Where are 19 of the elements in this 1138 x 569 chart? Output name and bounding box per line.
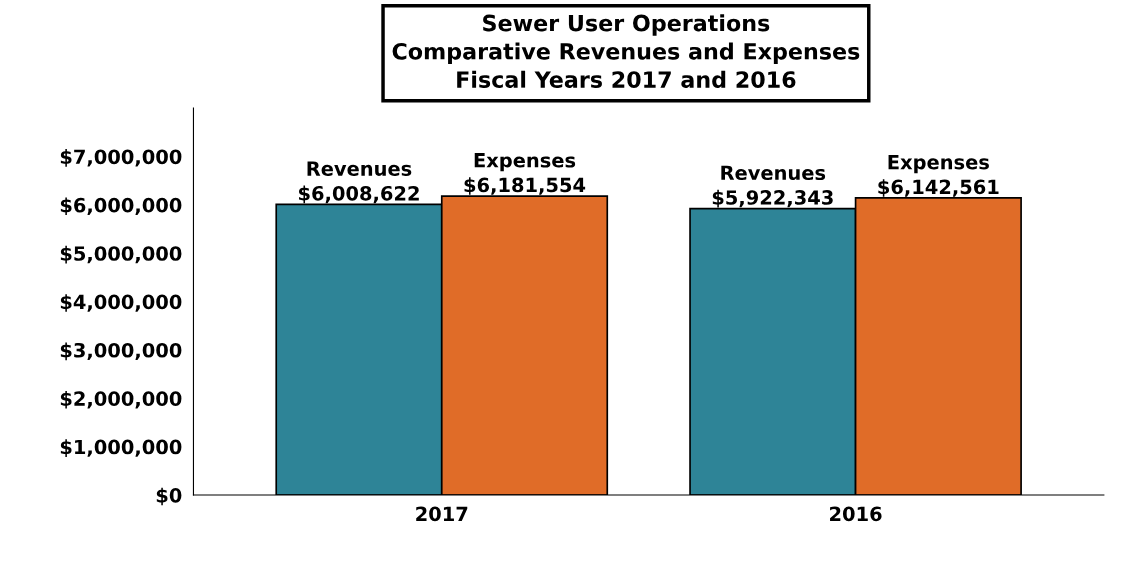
y-tick-label: $4,000,000: [60, 294, 182, 312]
data-label: $6,142,561: [878, 179, 999, 197]
y-tick-label: $6,000,000: [60, 197, 182, 216]
y-tick-label: $0: [156, 487, 182, 506]
data-label: $6,181,554: [464, 177, 586, 195]
data-label: $6,008,622: [299, 185, 419, 204]
y-tick-label: $2,000,000: [60, 390, 182, 409]
y-tick-label: $1,000,000: [60, 439, 182, 457]
chart-title: Sewer User Operations Comparative Revenues and Expenses Fiscal Years 2017 and 2016: [392, 14, 860, 88]
series-label: Expenses: [474, 153, 576, 172]
y-tick-label: $7,000,000: [60, 149, 182, 167]
text: Expenses: [888, 155, 989, 174]
y-tick-label: $3,000,000: [60, 342, 182, 361]
x-tick-label: 2016: [830, 506, 882, 522]
series-label: Revenues: [307, 161, 412, 176]
text: Revenues: [721, 165, 826, 181]
y-tick-label: $5,000,000: [60, 245, 182, 264]
data-label: $5,922,343: [712, 189, 833, 208]
x-tick-label: 2017: [416, 506, 468, 522]
